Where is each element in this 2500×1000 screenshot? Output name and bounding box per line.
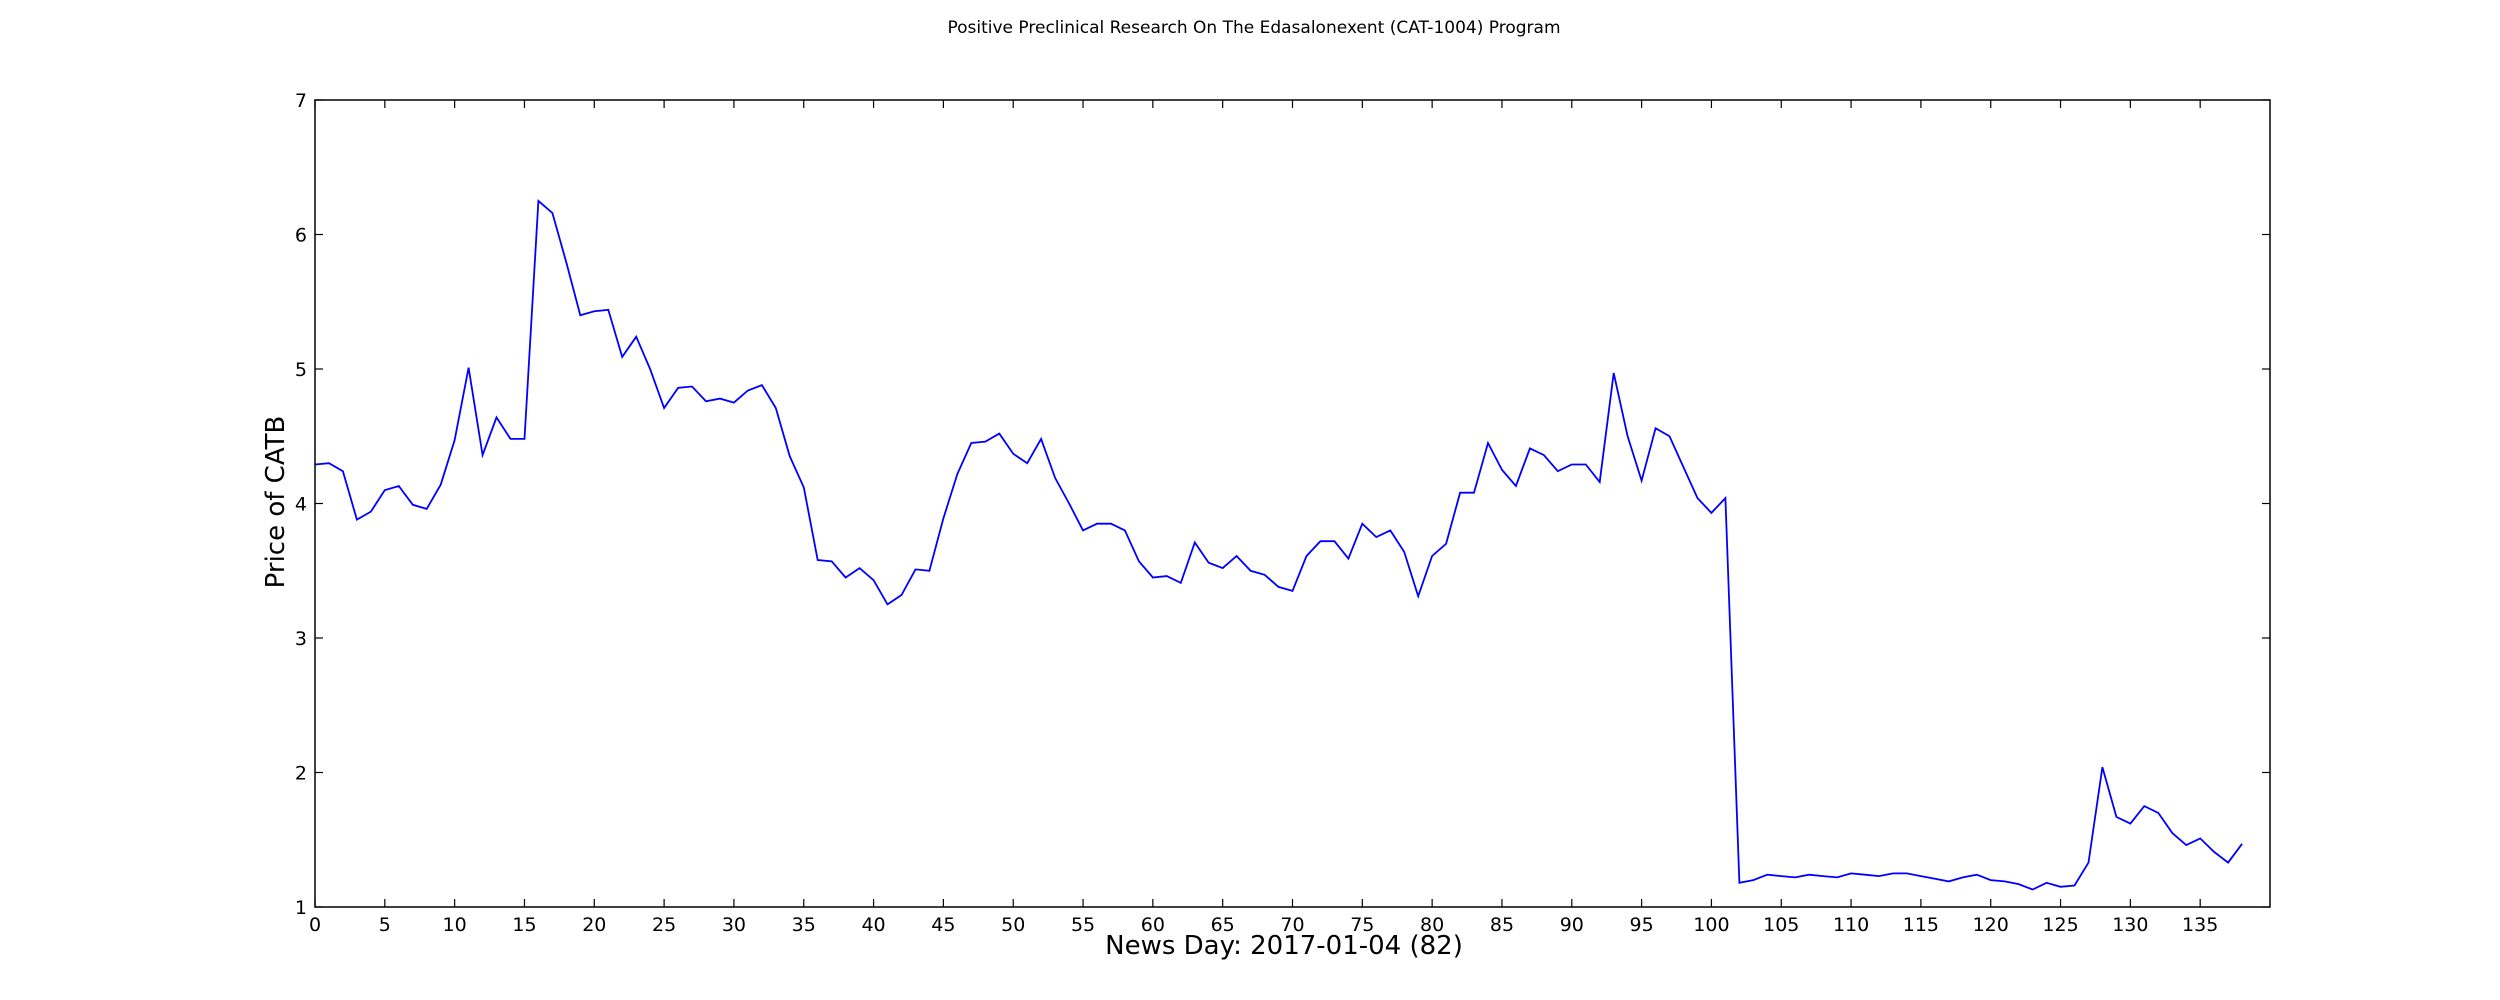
x-axis: 0 5 10 15 20 25 30 35 40 45 50 55 60 65 70 75 80 85 90 95 10… (309, 100, 2218, 936)
chart-title: Positive Preclinical Research On The Eda… (947, 18, 1560, 38)
x-tick-label: 135 (2182, 914, 2218, 936)
x-tick-label: 120 (1973, 914, 2009, 936)
y-tick-label: 6 (295, 225, 307, 247)
y-axis: 1 2 3 4 5 6 7 (295, 90, 2270, 919)
x-tick-label: 25 (652, 914, 676, 936)
y-tick-label: 5 (295, 359, 307, 381)
x-tick-label: 45 (931, 914, 955, 936)
x-tick-label: 85 (1490, 914, 1514, 936)
y-tick-label: 4 (295, 494, 307, 516)
x-tick-label: 35 (792, 914, 816, 936)
x-tick-label: 110 (1833, 914, 1869, 936)
y-tick-label: 2 (295, 763, 307, 785)
x-tick-label: 15 (512, 914, 536, 936)
x-tick-label: 5 (379, 914, 391, 936)
x-tick-label: 55 (1071, 914, 1095, 936)
x-tick-label: 0 (309, 914, 321, 936)
plot-area (314, 99, 2271, 908)
x-tick-label: 100 (1693, 914, 1729, 936)
x-tick-label: 75 (1350, 914, 1374, 936)
x-tick-label: 70 (1280, 914, 1304, 936)
y-tick-label: 7 (295, 90, 307, 112)
x-tick-label: 65 (1211, 914, 1235, 936)
y-tick-label: 1 (295, 897, 307, 919)
x-tick-label: 30 (722, 914, 746, 936)
x-tick-label: 50 (1001, 914, 1025, 936)
y-tick-label: 3 (295, 628, 307, 650)
x-tick-label: 80 (1420, 914, 1444, 936)
x-tick-label: 40 (861, 914, 885, 936)
x-tick-label: 90 (1560, 914, 1584, 936)
series-line-0 (314, 199, 2243, 891)
x-tick-label: 10 (443, 914, 467, 936)
x-tick-label: 115 (1903, 914, 1939, 936)
x-tick-label: 105 (1763, 914, 1799, 936)
x-axis-label: News Day: 2017-01-04 (82) (1105, 931, 1463, 961)
x-tick-label: 20 (582, 914, 606, 936)
x-tick-label: 60 (1141, 914, 1165, 936)
y-axis-label: Price of CATB (261, 416, 291, 589)
x-tick-label: 130 (2112, 914, 2148, 936)
x-tick-label: 125 (2042, 914, 2078, 936)
plot-frame (314, 99, 2271, 908)
x-tick-label: 95 (1630, 914, 1654, 936)
